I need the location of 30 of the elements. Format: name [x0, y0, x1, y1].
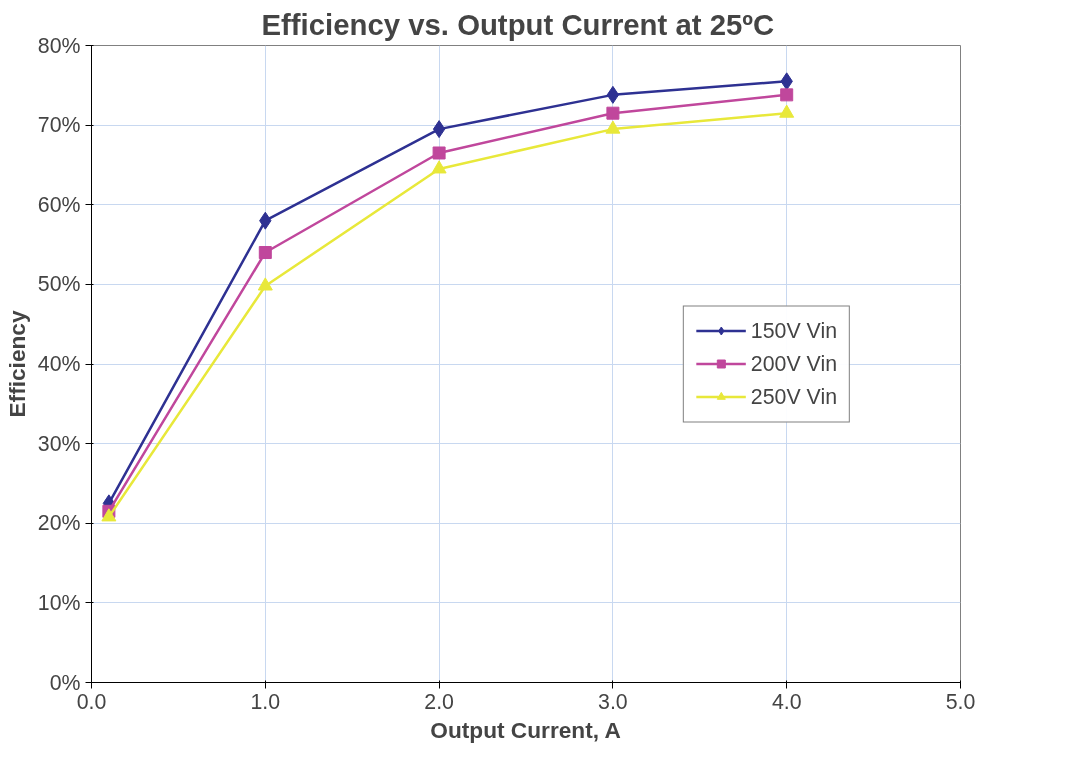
y-tick-label: 20%: [37, 511, 81, 536]
y-axis-title: Efficiency: [3, 310, 30, 418]
x-axis-title: Output Current, A: [430, 716, 621, 743]
point: [432, 146, 446, 160]
point: [432, 120, 446, 139]
y-tick-label: 80%: [37, 33, 81, 58]
point: [780, 88, 794, 102]
point: [779, 104, 795, 118]
y-tick-label: 30%: [37, 431, 81, 456]
point: [606, 106, 620, 120]
y-tick-label: 70%: [37, 113, 81, 138]
y-tick-label: 50%: [37, 272, 81, 297]
point: [258, 246, 272, 260]
x-tick-label: 5.0: [945, 689, 976, 714]
chart-title: Efficiency vs. Output Current at 25ºC: [261, 7, 775, 41]
legend-label: 250V Vin: [750, 384, 837, 409]
point: [257, 277, 273, 291]
point: [605, 120, 621, 134]
point: [606, 85, 620, 104]
x-tick-label: 1.0: [250, 689, 281, 714]
legend-label: 150V Vin: [750, 318, 837, 343]
point: [101, 508, 117, 522]
y-tick-label: 60%: [37, 192, 81, 217]
x-tick-label: 3.0: [598, 689, 628, 714]
x-tick-label: 4.0: [771, 689, 802, 714]
x-tick-label: 2.0: [424, 689, 455, 714]
point: [431, 160, 447, 174]
y-tick-label: 40%: [37, 352, 81, 376]
legend-label: 200V Vin: [750, 351, 837, 376]
y-tick-label: 10%: [37, 590, 81, 615]
